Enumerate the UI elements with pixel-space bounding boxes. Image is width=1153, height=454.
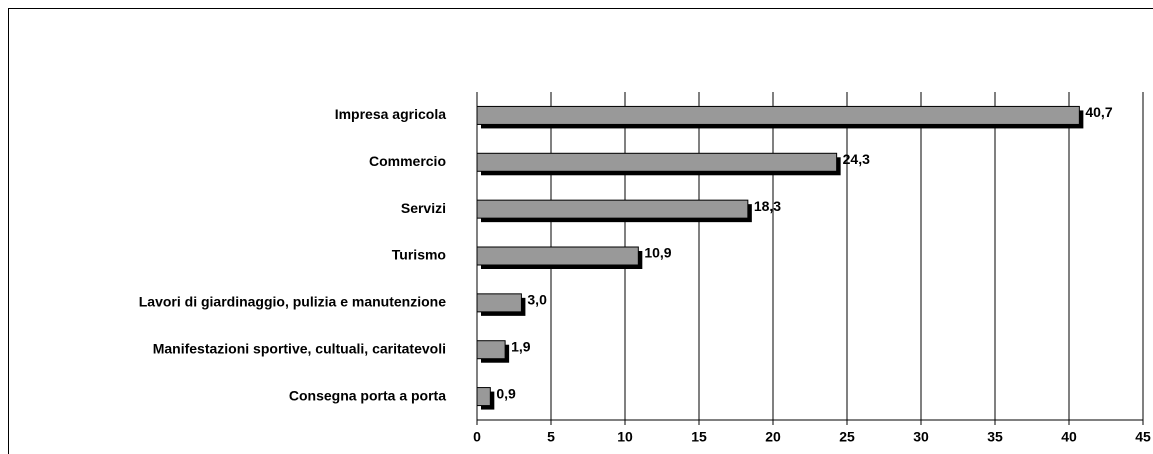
value-label: 3,0 bbox=[527, 292, 547, 308]
x-tick-label: 20 bbox=[765, 429, 781, 445]
x-tick-label: 25 bbox=[839, 429, 855, 445]
x-tick-label: 35 bbox=[987, 429, 1003, 445]
bar bbox=[476, 152, 838, 172]
bar bbox=[476, 246, 639, 266]
y-tick-label: Commercio bbox=[369, 153, 446, 169]
frame bbox=[8, 8, 1153, 454]
x-tick-label: 0 bbox=[473, 429, 481, 445]
y-tick-label: Lavori di giardinaggio, pulizia e manute… bbox=[139, 294, 446, 310]
bar bbox=[476, 293, 522, 313]
x-tick-label: 10 bbox=[617, 429, 633, 445]
bar bbox=[476, 105, 1080, 125]
bar bbox=[476, 387, 491, 407]
value-label: 10,9 bbox=[644, 245, 671, 261]
bar bbox=[476, 199, 749, 219]
y-tick-label: Servizi bbox=[401, 200, 446, 216]
y-tick-label: Consegna porta a porta bbox=[289, 387, 446, 403]
value-label: 0,9 bbox=[496, 385, 516, 401]
value-label: 40,7 bbox=[1085, 104, 1112, 120]
x-tick-label: 40 bbox=[1061, 429, 1077, 445]
x-tick-label: 45 bbox=[1135, 429, 1151, 445]
x-tick-label: 5 bbox=[547, 429, 555, 445]
y-tick-label: Impresa agricola bbox=[335, 106, 446, 122]
value-label: 24,3 bbox=[843, 151, 870, 167]
value-label: 18,3 bbox=[754, 198, 781, 214]
value-label: 1,9 bbox=[511, 338, 531, 354]
y-tick-label: Manifestazioni sportive, cultuali, carit… bbox=[153, 340, 446, 356]
x-tick-label: 15 bbox=[691, 429, 707, 445]
bar bbox=[476, 340, 506, 360]
y-tick-label: Turismo bbox=[392, 247, 446, 263]
x-tick-label: 30 bbox=[913, 429, 929, 445]
